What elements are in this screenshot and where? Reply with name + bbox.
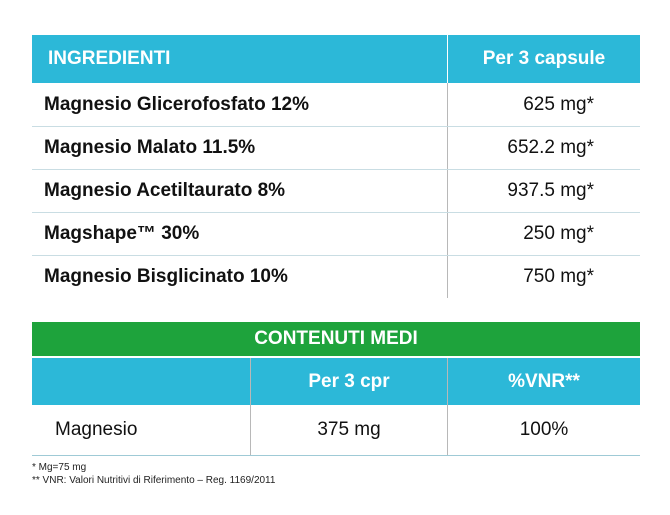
row-separator: [32, 169, 640, 170]
cell: Magnesio: [55, 419, 138, 440]
footnote: ** VNR: Valori Nutritivi di Riferimento …: [32, 475, 276, 486]
ingredient-amount: 652.2 mg*: [507, 136, 594, 158]
row-separator: [32, 212, 640, 213]
cell: 100%: [519, 419, 569, 440]
row-separator: [32, 126, 640, 127]
title-bar: CONTENUTI MEDI: [32, 322, 640, 356]
column-divider: [250, 358, 251, 455]
header-divider: [447, 35, 448, 83]
column-divider: [447, 358, 448, 455]
ingredient-name: Magshape™ 30%: [44, 222, 200, 244]
header-cell: %VNR**: [508, 370, 580, 392]
cell: 375 mg: [317, 419, 381, 440]
ingredient-amount: 750 mg*: [523, 265, 594, 287]
header-bar: [32, 35, 640, 83]
column-divider: [447, 83, 448, 298]
ingredient-amount: 937.5 mg*: [507, 179, 594, 201]
ingredient-name: Magnesio Glicerofosfato 12%: [44, 93, 310, 115]
header-cell: INGREDIENTI: [48, 48, 171, 69]
ingredient-amount: 625 mg*: [523, 93, 594, 115]
ingredient-amount: 250 mg*: [523, 222, 594, 244]
bottom-border: [32, 455, 640, 456]
ingredient-name: Magnesio Acetiltaurato 8%: [44, 179, 286, 201]
header-cell: Per 3 capsule: [482, 48, 606, 69]
ingredient-name: Magnesio Malato 11.5%: [44, 136, 256, 158]
row-separator: [32, 255, 640, 256]
header-cell: Per 3 cpr: [308, 370, 390, 392]
header-bar: [32, 358, 640, 405]
footnote: * Mg=75 mg: [32, 462, 87, 473]
ingredient-name: Magnesio Bisglicinato 10%: [44, 265, 288, 287]
